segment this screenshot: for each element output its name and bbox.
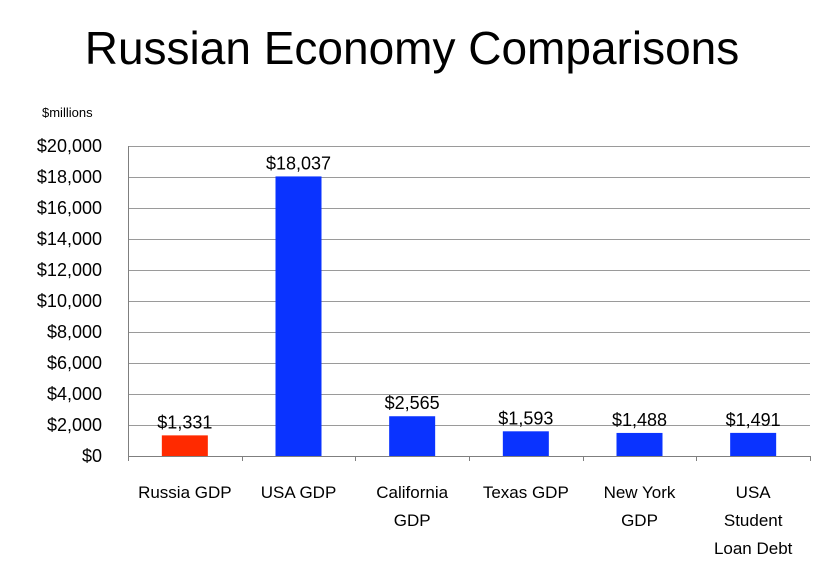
x-category-label: Loan Debt: [714, 539, 793, 558]
bar: [161, 435, 208, 456]
y-tick-label: $8,000: [47, 322, 102, 342]
y-tick-label: $14,000: [37, 229, 102, 249]
y-tick-label: $4,000: [47, 384, 102, 404]
y-axis-tick-labels: $0 $2,000 $4,000 $6,000 $8,000 $10,000 $12,000…: [37, 136, 102, 466]
y-tick-label: $2,000: [47, 415, 102, 435]
bar: [389, 416, 436, 456]
y-tick-label: $10,000: [37, 291, 102, 311]
bar-value-label: $1,593: [498, 408, 553, 428]
x-category-label: USA GDP: [261, 483, 337, 502]
y-tick-label: $12,000: [37, 260, 102, 280]
bars: [161, 176, 777, 456]
x-category-label: California: [376, 483, 448, 502]
bar-value-label: $1,491: [726, 410, 781, 430]
x-category-label: New York: [604, 483, 676, 502]
x-category-label: Student: [724, 511, 783, 530]
x-category-label: Texas GDP: [483, 483, 569, 502]
chart-title: Russian Economy Comparisons: [85, 22, 740, 74]
y-tick-label: $0: [82, 446, 102, 466]
y-tick-label: $16,000: [37, 198, 102, 218]
bar: [502, 431, 549, 456]
bar-value-label: $18,037: [266, 153, 331, 173]
gridlines: [128, 146, 811, 461]
bar: [275, 176, 322, 456]
x-category-label: GDP: [394, 511, 431, 530]
y-tick-label: $20,000: [37, 136, 102, 156]
x-axis-category-labels: Russia GDP USA GDP California GDP Texas GDP N…: [138, 483, 793, 558]
bar-value-label: $1,331: [157, 412, 212, 432]
bar-value-label: $1,488: [612, 410, 667, 430]
y-tick-label: $6,000: [47, 353, 102, 373]
bar-value-label: $2,565: [385, 393, 440, 413]
x-category-label: GDP: [621, 511, 658, 530]
bar: [616, 432, 663, 456]
unit-label: $millions: [42, 105, 93, 120]
bar: [730, 432, 777, 456]
x-category-label: USA: [736, 483, 772, 502]
bar-value-labels: $1,331 $18,037 $2,565 $1,593 $1,488 $1,491: [157, 153, 780, 432]
x-category-label: Russia GDP: [138, 483, 232, 502]
y-tick-label: $18,000: [37, 167, 102, 187]
